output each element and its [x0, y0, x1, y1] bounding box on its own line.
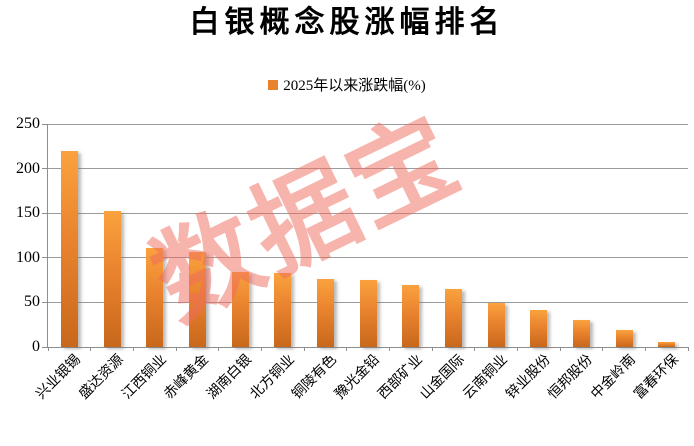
- legend-series-marker-icon: [268, 79, 279, 90]
- bar-江西铜业: [146, 248, 164, 347]
- x-axis-label: 富春环保: [631, 352, 682, 403]
- y-axis-label: 250: [16, 115, 40, 132]
- gridline-250: [48, 124, 688, 125]
- y-axis-label: 50: [24, 293, 40, 311]
- x-axis-tick: [687, 347, 689, 351]
- gridline-100: [48, 257, 688, 259]
- x-axis-label: 恒邦股份: [546, 352, 597, 403]
- bar-北方铜业: [274, 272, 292, 347]
- x-axis-label: 铜陵有色: [290, 352, 341, 403]
- x-axis-tick: [132, 347, 134, 351]
- bar-中金岭南: [615, 330, 633, 347]
- bar-兴业银锡: [60, 150, 78, 347]
- x-axis-label: 赤峰黄金: [162, 352, 213, 403]
- x-axis-tick: [303, 347, 305, 351]
- x-axis-label: 江西铜业: [119, 352, 170, 403]
- x-axis-label: 中金岭南: [588, 352, 639, 403]
- x-axis-label: 兴业银锡: [34, 352, 85, 403]
- x-axis-tick: [47, 347, 49, 351]
- y-axis-label: 150: [16, 204, 40, 222]
- y-axis-tick: [42, 301, 48, 303]
- legend-series-label: 2025年以来涨跌幅(%): [283, 78, 426, 94]
- bar-铜陵有色: [316, 279, 334, 347]
- plot-area: 0 50 100 150 200 250 兴业银锡 盛达资源 江西铜业 赤峰黄金 湖南白银 北方铜业铜…: [16, 116, 689, 402]
- x-axis-label: 西部矿业: [375, 352, 426, 403]
- x-axis-tick: [218, 347, 220, 351]
- y-axis-label: 200: [16, 159, 40, 177]
- x-axis-label: 山金国际: [418, 352, 469, 403]
- x-axis-tick: [516, 347, 518, 351]
- bar-恒邦股份: [572, 320, 590, 347]
- y-axis-tick: [42, 212, 48, 214]
- bar-赤峰黄金: [188, 252, 206, 347]
- gridline-200: [48, 168, 688, 170]
- x-axis-label: 豫光金铅: [332, 352, 383, 403]
- y-axis-tick: [42, 123, 48, 125]
- x-axis-label: 湖南白银: [204, 352, 255, 403]
- y-axis-tick: [42, 346, 48, 348]
- x-axis-tick: [431, 347, 433, 351]
- y-axis-tick: [42, 168, 48, 170]
- x-axis-tick: [559, 347, 561, 351]
- legend: 2025年以来涨跌幅(%): [0, 74, 694, 95]
- y-axis-tick: [42, 257, 48, 259]
- y-axis-label: 0: [32, 338, 40, 355]
- bar-湖南白银: [231, 272, 249, 347]
- bar-锌业股份: [530, 309, 548, 347]
- bar-富春环保: [658, 341, 676, 347]
- bar-西部矿业: [402, 284, 420, 347]
- x-axis-label: 云南铜业: [460, 352, 511, 403]
- bar-盛达资源: [103, 210, 121, 347]
- x-axis-tick: [644, 347, 646, 351]
- x-axis-tick: [388, 347, 390, 351]
- y-axis-label: 100: [16, 248, 40, 266]
- x-axis-label: 北方铜业: [247, 352, 298, 403]
- x-axis-tick: [260, 347, 262, 351]
- bar-山金国际: [444, 289, 462, 347]
- x-axis-tick: [90, 347, 92, 351]
- x-axis-label: 盛达资源: [76, 352, 127, 403]
- gridline-150: [48, 212, 688, 214]
- x-axis-tick: [602, 347, 604, 351]
- chart-title: 白银概念股涨幅排名: [189, 6, 505, 39]
- bar-豫光金铅: [359, 280, 377, 347]
- x-axis-tick: [474, 347, 476, 351]
- bar-云南铜业: [487, 303, 505, 347]
- x-axis-tick: [175, 347, 177, 351]
- x-axis-tick: [346, 347, 348, 351]
- x-axis-label: 锌业股份: [503, 352, 554, 403]
